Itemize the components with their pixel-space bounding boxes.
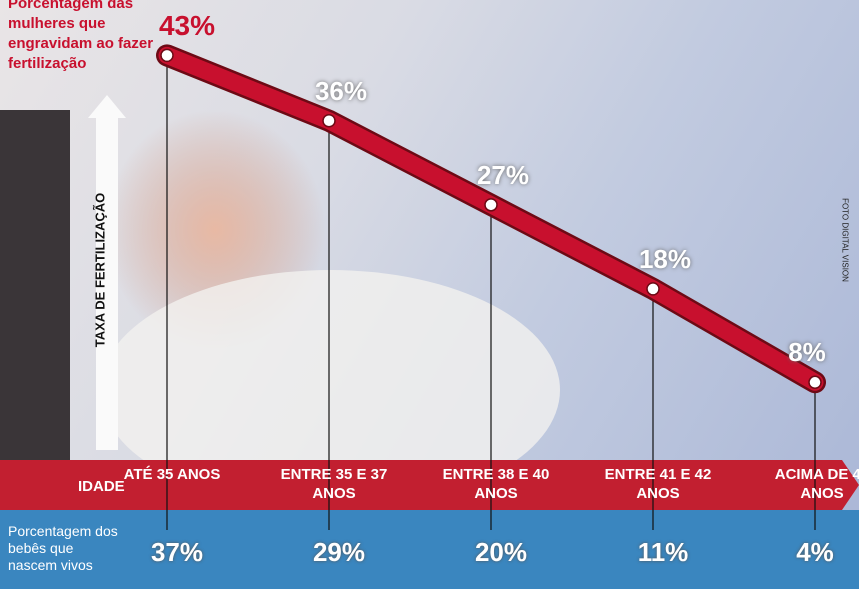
point	[809, 376, 821, 388]
chart	[0, 0, 859, 589]
x-tick-label: ENTRE 35 E 37 ANOS	[279, 465, 389, 503]
data-label: 18%	[639, 244, 691, 275]
y-axis-label: TAXA DE FERTILIZAÇÃO	[93, 193, 108, 348]
x-tick-label: ENTRE 38 E 40 ANOS	[441, 465, 551, 503]
x-tick-label: ACIMA DE 42 ANOS	[767, 465, 859, 503]
data-label: 20%	[475, 537, 527, 568]
data-label: 37%	[151, 537, 203, 568]
data-label: 4%	[796, 537, 834, 568]
bottom-band	[0, 510, 859, 589]
data-label: 36%	[315, 76, 367, 107]
data-label: 43%	[159, 10, 215, 42]
series-title: Porcentagem dos bebês que nascem vivos	[8, 523, 118, 574]
photo-shade	[0, 110, 70, 480]
point	[485, 199, 497, 211]
series-title: Porcentagem das mulheres que engravidam …	[8, 0, 168, 74]
data-label: 29%	[313, 537, 365, 568]
credit: FOTO DIGITAL VISION	[841, 198, 850, 282]
data-label: 8%	[788, 337, 826, 368]
infographic: Porcentagem das mulheres que engravidam …	[0, 0, 859, 589]
x-tick-label: ATÉ 35 ANOS	[117, 465, 227, 484]
data-label: 11%	[638, 537, 689, 568]
data-label: 27%	[477, 160, 529, 191]
x-tick-label: ENTRE 41 E 42 ANOS	[603, 465, 713, 503]
point	[323, 115, 335, 127]
point	[647, 283, 659, 295]
